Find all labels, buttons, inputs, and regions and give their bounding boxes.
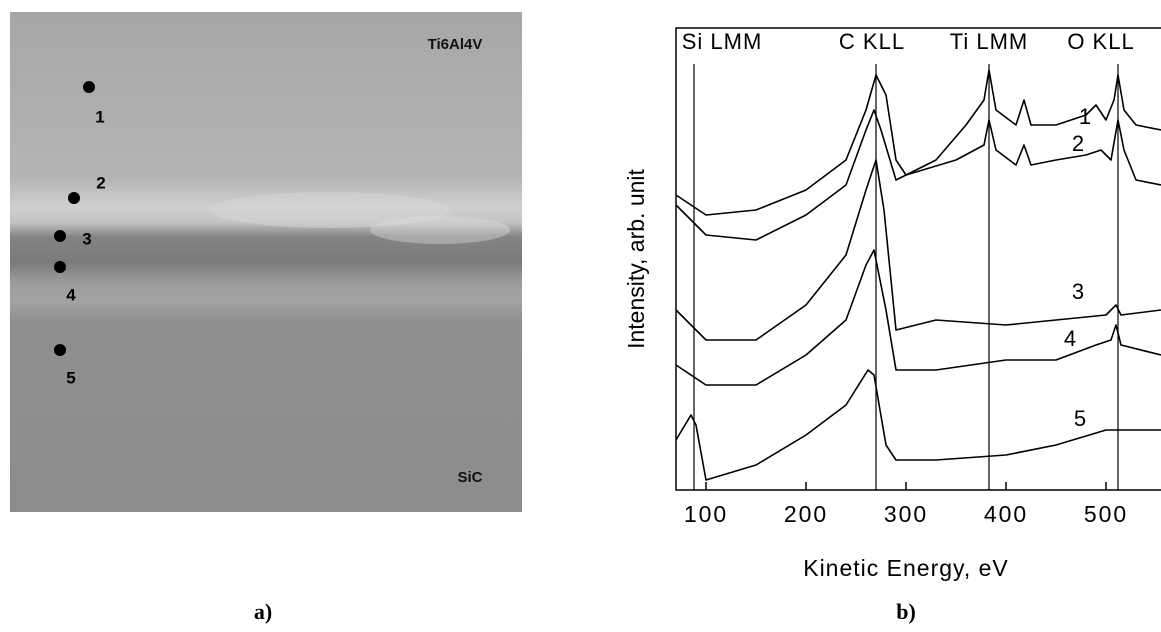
- point-label: 5: [66, 368, 75, 387]
- curve-label: 3: [1072, 279, 1084, 304]
- curve-label: 5: [1074, 406, 1086, 431]
- spectrum-line: [675, 159, 1161, 341]
- spectrum-line: [675, 369, 1161, 481]
- analysis-point: [68, 192, 80, 204]
- curve-label: 2: [1072, 131, 1084, 156]
- micrograph: [10, 12, 522, 512]
- analysis-point: [83, 81, 95, 93]
- analysis-point: [54, 230, 66, 242]
- micrograph-texture: [370, 216, 510, 244]
- analysis-point: [54, 344, 66, 356]
- spectrum-line: [675, 109, 1161, 241]
- x-tick-label: 300: [884, 501, 928, 527]
- x-tick-label: 200: [784, 501, 828, 527]
- panel-caption: b): [896, 599, 916, 624]
- point-label: 2: [96, 173, 105, 192]
- material-label: Ti6Al4V: [428, 36, 483, 53]
- x-axis-label: Kinetic Energy, eV: [803, 555, 1009, 581]
- plot-frame: [675, 27, 1161, 491]
- peak-label: Ti LMM: [950, 29, 1029, 54]
- point-label: 4: [66, 285, 76, 304]
- x-tick-label: 100: [684, 501, 728, 527]
- analysis-point: [54, 261, 66, 273]
- y-axis-label: Intensity, arb. unit: [623, 168, 649, 348]
- material-label: SiC: [457, 469, 482, 486]
- peak-label: C KLL: [839, 29, 905, 54]
- panel-caption: a): [254, 599, 272, 624]
- micrograph-texture: [210, 192, 450, 228]
- x-tick-label: 500: [1084, 501, 1128, 527]
- curve-label: 1: [1079, 104, 1091, 129]
- spectrum-line: [675, 69, 1161, 216]
- spectrum-line: [675, 249, 1161, 386]
- point-label: 3: [82, 229, 91, 248]
- curve-label: 4: [1064, 326, 1076, 351]
- point-label: 1: [95, 107, 104, 126]
- peak-label: Si LMM: [682, 29, 763, 54]
- peak-label: O KLL: [1067, 29, 1134, 54]
- x-tick-label: 400: [984, 501, 1028, 527]
